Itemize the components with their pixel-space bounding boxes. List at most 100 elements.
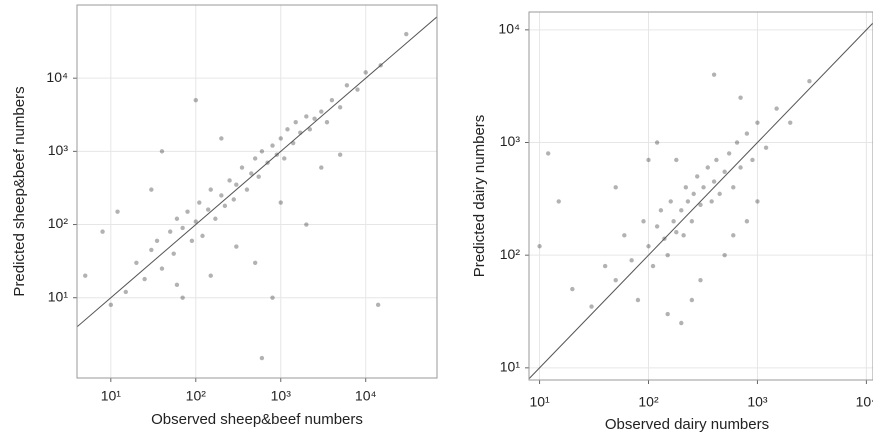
point	[629, 258, 634, 263]
point	[641, 219, 646, 224]
point	[324, 120, 330, 125]
point	[679, 320, 684, 326]
point	[307, 127, 313, 132]
point	[304, 114, 309, 119]
panel-frame	[528, 11, 873, 381]
point	[726, 151, 732, 156]
point	[249, 171, 254, 176]
point	[270, 143, 275, 148]
point	[375, 302, 381, 308]
point	[154, 238, 160, 243]
point	[180, 225, 185, 231]
x-tick-label: 10²	[186, 388, 207, 404]
point	[674, 157, 679, 163]
point	[134, 260, 139, 266]
x-tick-label: 10²	[638, 394, 659, 410]
point	[668, 199, 673, 204]
point	[219, 193, 224, 198]
point	[717, 191, 722, 197]
y-tick-label: 10¹	[500, 359, 521, 375]
point	[149, 187, 154, 192]
point	[231, 197, 236, 202]
point	[734, 140, 740, 145]
x-tick-label: 10¹	[101, 388, 122, 404]
point	[312, 116, 317, 121]
points	[537, 72, 812, 326]
point	[711, 179, 717, 184]
point	[695, 174, 700, 179]
point	[622, 233, 627, 238]
point	[722, 252, 727, 258]
point	[658, 208, 664, 213]
x-tick-label: 10⁴	[856, 394, 873, 410]
y-tick-label: 10¹	[48, 288, 69, 304]
point	[180, 295, 185, 300]
point	[252, 260, 258, 266]
point	[679, 208, 684, 213]
point	[115, 209, 120, 214]
point	[744, 219, 750, 224]
point	[731, 233, 736, 238]
point	[711, 72, 717, 77]
x-tick-label: 10¹	[529, 394, 550, 410]
point	[589, 304, 594, 309]
y-tick-label: 10³	[500, 133, 521, 149]
point	[714, 157, 719, 163]
point	[556, 199, 561, 204]
point	[698, 202, 703, 207]
y-tick-label: 10⁴	[46, 69, 68, 85]
point	[278, 200, 283, 205]
point	[200, 233, 205, 239]
point	[293, 120, 298, 125]
point	[722, 169, 727, 174]
point	[665, 311, 670, 317]
point	[142, 276, 147, 282]
panel: 10¹ 10² 10³ 10⁴ 10¹ 10² 10³ 10⁴ Observed sheep&b…	[11, 4, 438, 428]
y-axis-title: Predicted dairy numbers	[471, 115, 488, 278]
point	[689, 219, 695, 224]
point	[234, 244, 239, 249]
point	[185, 209, 190, 214]
point	[108, 302, 114, 308]
x-axis-title: Observed dairy numbers	[605, 416, 769, 433]
point	[337, 105, 343, 110]
point	[709, 199, 714, 204]
point	[685, 199, 691, 204]
point	[681, 233, 686, 238]
y-tick-label: 10²	[48, 215, 69, 231]
point	[570, 286, 575, 292]
point	[774, 106, 779, 111]
y-tick-label: 10²	[500, 246, 521, 262]
point	[208, 187, 213, 192]
point	[193, 98, 198, 103]
x-tick-label: 10³	[747, 394, 768, 410]
point	[189, 238, 195, 243]
point	[755, 120, 760, 125]
point	[270, 295, 275, 300]
point	[705, 165, 710, 170]
y-tick-label: 10⁴	[498, 21, 520, 37]
point	[404, 31, 409, 37]
panel-frame	[76, 4, 438, 379]
point	[222, 203, 228, 209]
point	[171, 251, 176, 256]
point	[259, 355, 265, 361]
point	[304, 222, 309, 227]
point	[698, 277, 703, 283]
point	[671, 219, 676, 224]
point	[344, 83, 350, 88]
point	[168, 229, 173, 234]
point	[545, 151, 551, 156]
point	[750, 157, 755, 163]
x-axis-title: Observed sheep&beef numbers	[151, 411, 363, 428]
point	[689, 297, 695, 303]
point	[674, 229, 679, 235]
point	[149, 247, 154, 253]
point	[282, 156, 287, 161]
point	[337, 152, 343, 157]
point	[701, 185, 706, 190]
point	[208, 273, 213, 278]
point	[193, 219, 198, 224]
point	[744, 131, 750, 136]
